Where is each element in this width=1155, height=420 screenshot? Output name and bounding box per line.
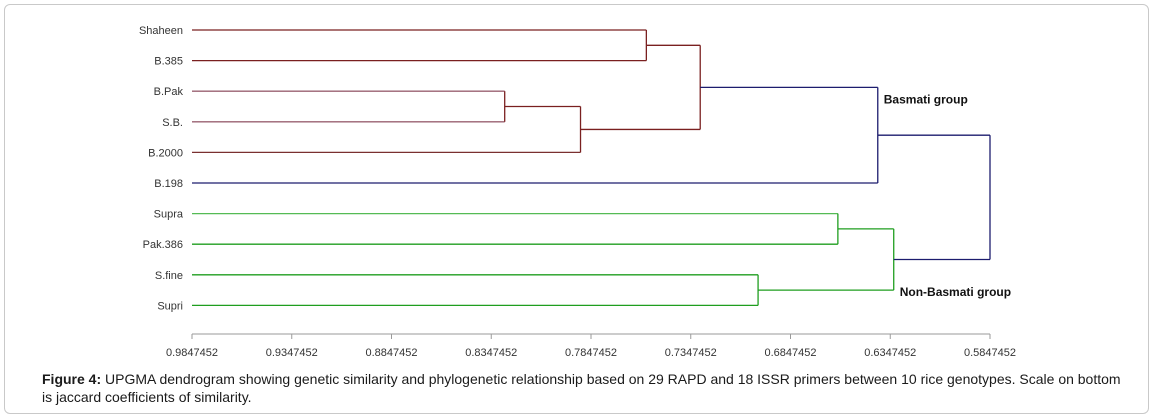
leaf-label-pak-386: Pak.386 bbox=[143, 239, 183, 251]
leaf-label-shaheen: Shaheen bbox=[139, 25, 183, 37]
caption-text: UPGMA dendrogram showing genetic similar… bbox=[42, 371, 1121, 405]
leaf-labels: Shaheen B.385 B.Pak S.B. B.2000 B.198 Supra Pak… bbox=[139, 25, 184, 312]
x-tick-label-8: 0.5847452 bbox=[964, 347, 1016, 359]
x-tick-label-7: 0.6347452 bbox=[864, 347, 916, 359]
leaf-label-b-2000: B.2000 bbox=[148, 147, 183, 159]
leaf-label-b-198: B.198 bbox=[154, 178, 183, 190]
leaf-label-s-fine: S.fine bbox=[155, 270, 183, 282]
x-tick-label-4: 0.7847452 bbox=[565, 347, 617, 359]
x-tick-label-0: 0.9847452 bbox=[166, 347, 218, 359]
x-tick-label-3: 0.8347452 bbox=[465, 347, 517, 359]
caption-label: Figure 4: bbox=[42, 371, 102, 387]
leaf-label-b-pak: B.Pak bbox=[154, 86, 184, 98]
group-labels: Basmati group Non-Basmati group bbox=[884, 92, 1011, 299]
group-label-non-basmati-group: Non-Basmati group bbox=[900, 285, 1011, 299]
dendrogram-branches bbox=[192, 29, 991, 307]
figure-frame bbox=[4, 4, 1149, 414]
figure-caption: Figure 4: UPGMA dendrogram showing genet… bbox=[42, 370, 1132, 406]
x-tick-label-5: 0.7347452 bbox=[665, 347, 717, 359]
x-tick-label-2: 0.8847452 bbox=[366, 347, 418, 359]
leaf-label-supri: Supri bbox=[157, 300, 183, 312]
leaf-label-supra: Supra bbox=[154, 209, 184, 221]
x-tick-label-1: 0.9347452 bbox=[266, 347, 318, 359]
leaf-label-b-385: B.385 bbox=[154, 56, 183, 68]
leaf-label-s-b: S.B. bbox=[162, 117, 183, 129]
x-axis: 0.9847452 0.9347452 0.8847452 0.8347452 0.78… bbox=[166, 333, 1016, 359]
group-label-basmati-group: Basmati group bbox=[884, 92, 968, 106]
x-tick-label-6: 0.6847452 bbox=[765, 347, 817, 359]
dendrogram: Shaheen B.385 B.Pak S.B. B.2000 B.198 Supra Pak… bbox=[139, 25, 1016, 359]
